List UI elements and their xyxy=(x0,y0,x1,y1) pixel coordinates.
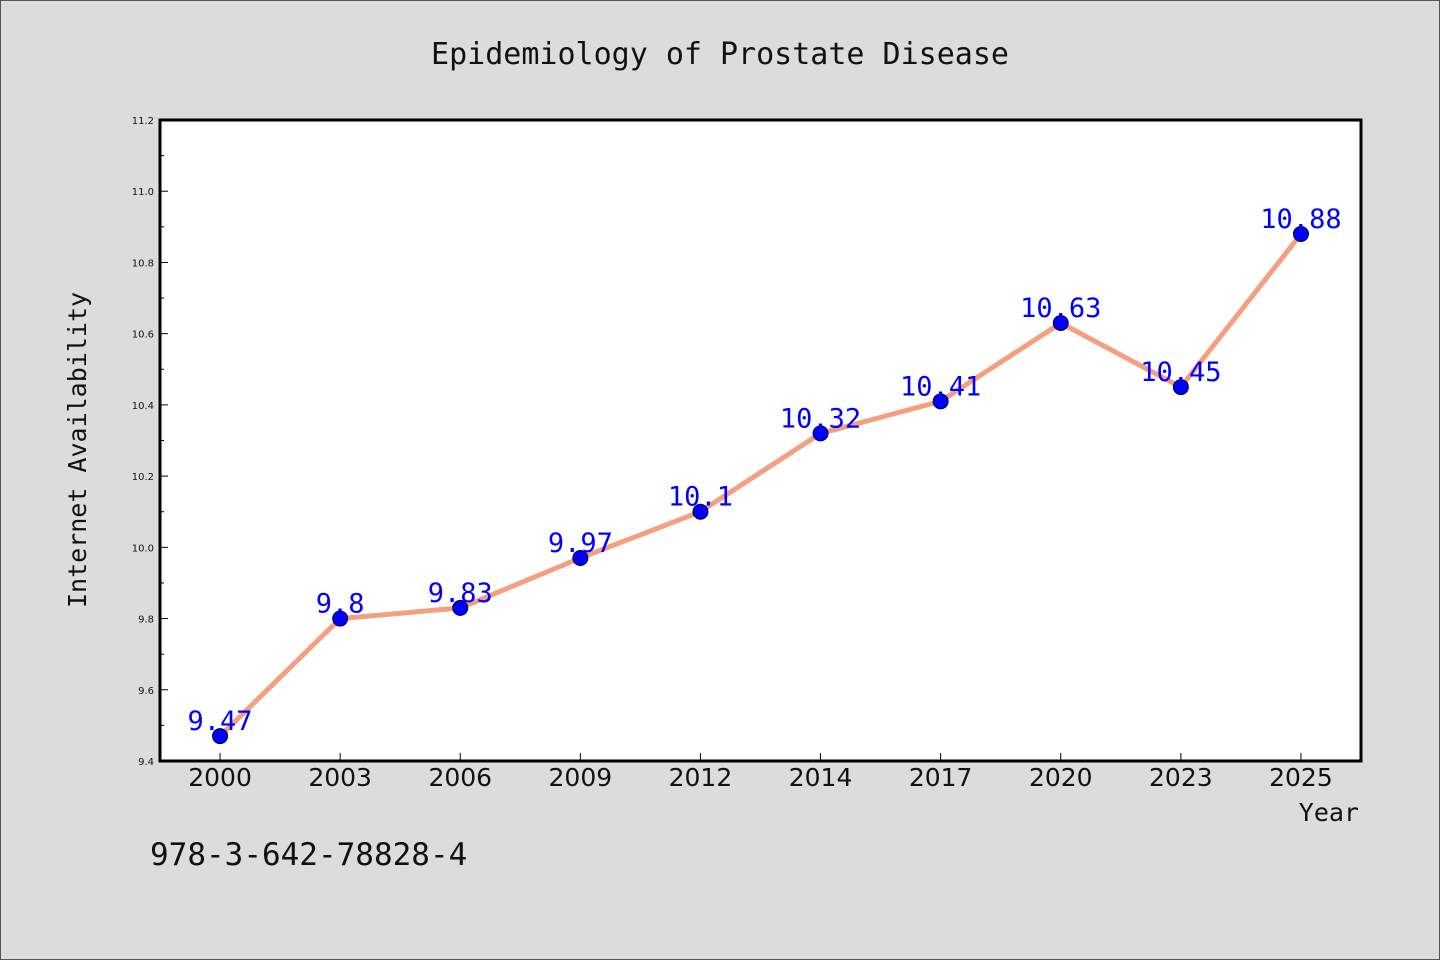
y-tick-label: 9.4 xyxy=(138,757,154,768)
isbn-footer: 978-3-642-78828-4 xyxy=(150,837,467,873)
y-tick-label: 11.0 xyxy=(132,187,154,198)
data-label: 9.47 xyxy=(188,706,253,737)
y-tick-label: 10.4 xyxy=(132,401,154,412)
data-point xyxy=(452,599,469,616)
y-tick-label: 10.8 xyxy=(132,258,154,269)
x-tick-label: 2003 xyxy=(308,763,372,792)
y-tick-label: 10.6 xyxy=(132,330,154,341)
data-label: 10.63 xyxy=(1020,293,1101,324)
x-tick-label: 2023 xyxy=(1149,763,1213,792)
x-tick-label: 2009 xyxy=(549,763,613,792)
data-markers xyxy=(212,225,1309,745)
data-point xyxy=(572,550,589,567)
data-point xyxy=(932,393,949,410)
x-axis-label: Year xyxy=(1299,798,1359,827)
data-label: 10.41 xyxy=(900,371,981,402)
y-tick-label: 11.2 xyxy=(132,116,154,127)
x-tick-label: 2006 xyxy=(428,763,492,792)
x-tick-label: 2014 xyxy=(789,763,853,792)
y-tick-label: 9.8 xyxy=(138,615,154,626)
x-axis-ticks: 2000 2003 2006 2009 2012 2014 2017 2020 2023 2025 xyxy=(188,753,1333,792)
data-label: 10.1 xyxy=(668,482,733,513)
x-tick-label: 2000 xyxy=(188,763,252,792)
data-label: 10.45 xyxy=(1140,357,1221,388)
data-label: 10.88 xyxy=(1260,204,1341,235)
x-tick-label: 2012 xyxy=(669,763,733,792)
series-line xyxy=(218,232,1303,738)
y-axis-label: Internet Availability xyxy=(63,292,92,608)
y-axis-ticks: 9.4 9.6 9.8 10.0 10.2 10.4 10.6 10.8 11.0 11.2 xyxy=(132,116,168,768)
data-label: 9.83 xyxy=(428,578,493,609)
data-point xyxy=(1292,225,1309,242)
chart-title: Epidemiology of Prostate Disease xyxy=(431,37,1009,72)
data-point xyxy=(1052,314,1069,331)
data-point xyxy=(692,503,709,520)
data-label: 9.8 xyxy=(316,589,365,620)
data-point xyxy=(812,425,829,442)
data-point xyxy=(212,728,229,745)
data-point xyxy=(332,610,349,627)
data-label: 10.32 xyxy=(780,403,861,434)
series-line-group xyxy=(218,232,1303,738)
y-tick-label: 10.2 xyxy=(132,472,154,483)
y-tick-label: 10.0 xyxy=(132,543,154,554)
x-tick-label: 2020 xyxy=(1029,763,1093,792)
x-tick-label: 2017 xyxy=(909,763,973,792)
x-tick-label: 2025 xyxy=(1269,763,1333,792)
data-labels: 9.47 9.8 9.83 9.97 10.1 10.32 10.41 10.63 10.45 1… xyxy=(188,204,1342,737)
plot-area xyxy=(158,118,1363,763)
data-label: 9.97 xyxy=(548,528,613,559)
data-point xyxy=(1172,379,1189,396)
y-tick-label: 9.6 xyxy=(138,686,154,697)
